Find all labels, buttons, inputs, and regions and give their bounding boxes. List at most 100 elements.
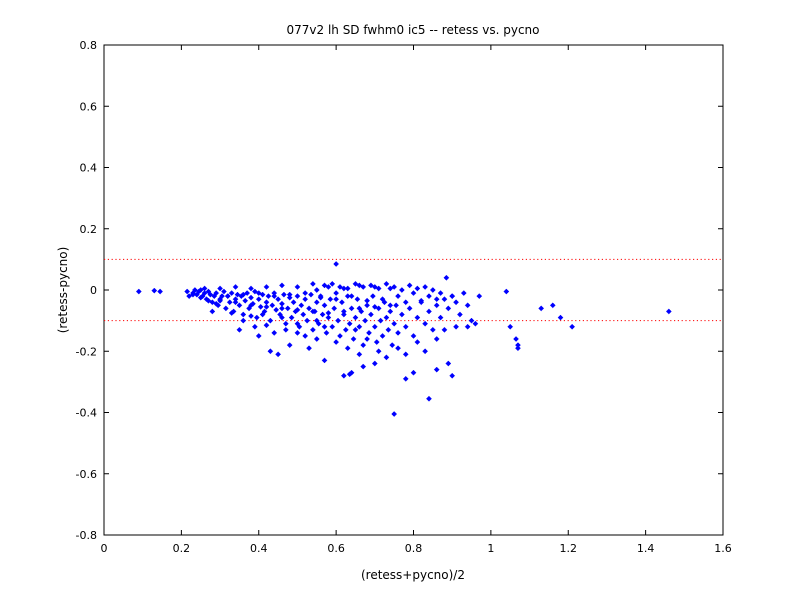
data-point [389, 342, 396, 349]
data-point [337, 284, 343, 290]
data-point [429, 287, 436, 293]
data-point [294, 307, 301, 313]
y-tick-label: 0.4 [80, 162, 98, 175]
x-axis-ticks: 0 0.2 0.4 0.6 0.8 1 1.2 1.4 1.6 [101, 45, 732, 555]
data-point [360, 342, 367, 349]
data-point [356, 323, 363, 330]
data-point [449, 372, 456, 379]
data-point [319, 311, 326, 318]
data-point [300, 311, 307, 318]
data-point [248, 302, 254, 309]
data-point [368, 282, 374, 289]
data-point [371, 360, 378, 367]
data-point [265, 293, 272, 300]
data-point [476, 293, 483, 300]
data-point [317, 294, 324, 301]
data-point [342, 326, 349, 333]
data-point [226, 299, 233, 306]
data-point [348, 369, 355, 376]
data-point [232, 284, 239, 290]
data-point [228, 290, 235, 296]
data-point [453, 323, 459, 330]
data-point [294, 320, 301, 327]
chart-title: 077v2 lh SD fwhm0 ic5 -- retess vs. pycn… [286, 23, 539, 37]
data-point [217, 297, 223, 304]
y-axis-ticks: -0.8 -0.6 -0.4 -0.2 0 0.2 0.4 0.6 0.8 [76, 39, 723, 542]
data-point [333, 261, 340, 267]
data-point [364, 302, 370, 309]
data-point [321, 282, 328, 289]
data-point [410, 290, 417, 296]
x-tick-label: 1 [487, 542, 494, 555]
data-point [263, 284, 270, 290]
data-point [383, 280, 390, 287]
data-point [379, 333, 386, 339]
data-point [207, 291, 214, 298]
data-point [414, 314, 421, 321]
data-point [255, 333, 262, 339]
data-point [433, 366, 440, 373]
data-point [557, 314, 564, 321]
data-point [323, 329, 330, 336]
data-point [375, 348, 382, 355]
y-tick-label: -0.4 [76, 407, 97, 420]
data-point [244, 290, 251, 296]
data-point [313, 336, 320, 342]
x-axis-label: (retess+pycno)/2 [361, 568, 465, 582]
data-point [267, 348, 274, 355]
data-point [294, 329, 301, 336]
data-point [393, 302, 399, 309]
data-point [271, 329, 278, 336]
data-point [410, 333, 417, 339]
data-point [395, 329, 401, 336]
data-point [373, 339, 380, 345]
data-point [443, 274, 450, 281]
data-point [391, 411, 398, 417]
data-point [340, 372, 347, 379]
data-point [224, 293, 231, 300]
data-point [313, 299, 320, 306]
data-point [257, 303, 264, 310]
data-point [222, 305, 229, 312]
data-point [356, 351, 363, 358]
data-point [387, 302, 394, 309]
data-point [275, 351, 281, 358]
data-point [422, 284, 428, 290]
data-point [263, 322, 270, 329]
data-point [290, 299, 297, 306]
data-point [201, 285, 208, 292]
data-point [457, 311, 463, 318]
data-point [422, 348, 428, 355]
data-point [352, 326, 359, 333]
y-tick-label: 0.8 [80, 39, 98, 52]
data-point [234, 291, 241, 298]
data-point [286, 294, 293, 301]
data-point [366, 329, 372, 336]
data-point [441, 326, 448, 333]
data-point [406, 305, 413, 312]
data-point [240, 291, 247, 298]
data-point [339, 299, 345, 306]
data-point [441, 296, 448, 303]
data-point [310, 280, 316, 287]
data-point [329, 280, 336, 287]
data-point [135, 288, 142, 295]
y-tick-label: 0.2 [80, 223, 98, 236]
data-point [275, 296, 281, 303]
data-point [269, 302, 276, 309]
data-point [418, 297, 425, 304]
data-point [321, 357, 328, 364]
data-point [232, 299, 239, 306]
data-point [294, 284, 301, 290]
data-point [402, 323, 409, 330]
data-point [340, 311, 347, 318]
data-point [344, 285, 351, 292]
y-tick-label: -0.6 [76, 468, 97, 481]
data-point [433, 336, 440, 342]
data-point [385, 326, 392, 333]
data-point [503, 288, 510, 295]
data-point [445, 360, 452, 367]
data-point [248, 285, 254, 292]
